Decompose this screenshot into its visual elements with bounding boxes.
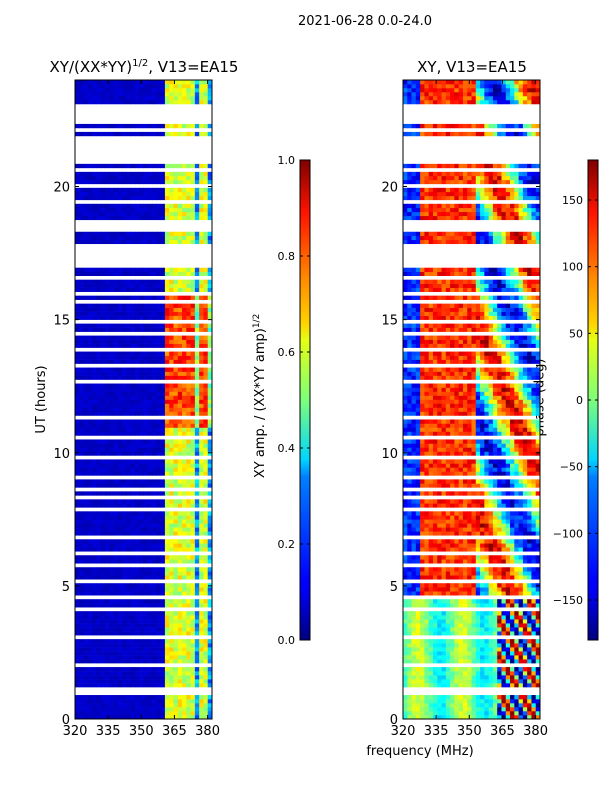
amp-colorbar: [299, 159, 311, 641]
amp-ytick-label: 10: [53, 447, 70, 462]
phase-cbar-tick-label: −150: [553, 594, 583, 607]
phase-ytick-label: 20: [381, 181, 398, 196]
amp-xtick-label: 365: [162, 724, 187, 739]
phase-xtick-label: 335: [424, 724, 449, 739]
phase-panel-title: XY, V13=EA15: [417, 58, 527, 76]
amp-frame: [74, 79, 213, 720]
phase-xtick-label: 365: [490, 724, 515, 739]
amp-cbar-tick-label: 0.4: [278, 442, 296, 455]
frequency-xlabel: frequency (MHz): [366, 744, 473, 759]
phase-cbar-tick-label: −50: [560, 461, 583, 474]
amp-cbar-tick-label: 0.2: [278, 538, 296, 551]
phase-cbar-tick-label: 50: [569, 327, 583, 340]
amp-ylabel: UT (hours): [34, 365, 49, 433]
amp-title-main: XY/(XX*YY): [49, 58, 133, 76]
amp-ytick-label: 5: [62, 580, 70, 595]
amp-title-sup: 1/2: [132, 58, 149, 69]
figure-suptitle: 2021-06-28 0.0-24.0: [298, 14, 432, 29]
phase-xtick-label: 380: [523, 724, 548, 739]
amp-heatmap: [75, 80, 213, 720]
amp-xtick-label: 380: [195, 724, 220, 739]
phase-ytick-label: 5: [390, 580, 398, 595]
amp-cbar-tick-label: 0.6: [278, 346, 296, 359]
phase-cbar-tick-label: −100: [553, 527, 583, 540]
phase-ytick-label: 10: [381, 447, 398, 462]
amp-title-suffix: , V13=EA15: [148, 58, 239, 76]
amp-cbar-tick-label: 0.8: [278, 250, 296, 263]
phase-xtick-label: 320: [391, 724, 416, 739]
phase-cbar-tick-label: 100: [562, 261, 583, 274]
amp-xtick-label: 320: [63, 724, 88, 739]
phase-frame: [402, 79, 541, 720]
phase-ytick-label: 15: [381, 314, 398, 329]
phase-heatmap: [403, 80, 541, 720]
phase-ytick-label: 0: [390, 713, 398, 728]
amp-cbar-tick-label: 1.0: [278, 154, 296, 167]
phase-cbar-tick-label: 150: [562, 194, 583, 207]
amp-panel-title: XY/(XX*YY)1/2, V13=EA15: [44, 58, 244, 76]
amp-ytick-label: 20: [53, 181, 70, 196]
amp-xtick-label: 350: [129, 724, 154, 739]
amp-cbar-tick-label: 0.0: [278, 634, 296, 647]
phase-cbar-tick-label: 0: [576, 394, 583, 407]
amp-ytick-label: 0: [62, 713, 70, 728]
phase-xtick-label: 350: [457, 724, 482, 739]
amp-ytick-label: 15: [53, 314, 70, 329]
amp-xtick-label: 335: [96, 724, 121, 739]
